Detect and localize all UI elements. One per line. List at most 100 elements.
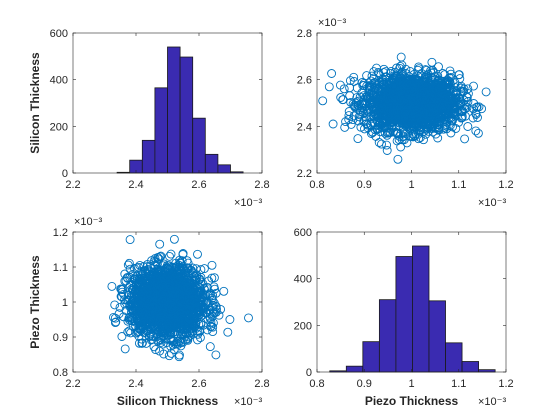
scatter-point (179, 295, 189, 305)
scatter-point (384, 81, 394, 90)
scatter-point (180, 277, 190, 287)
scatter-point (469, 81, 478, 91)
scatter-point (141, 268, 151, 278)
x-tick-label: 2.4 (128, 179, 143, 191)
x-tick-label: 0.9 (357, 179, 372, 191)
x-tick-label: 2.8 (254, 179, 269, 191)
scatter-point (192, 270, 202, 280)
scatter-point (142, 326, 152, 336)
x-tick-label: 2.6 (191, 378, 206, 390)
scatter-point (147, 331, 157, 341)
scatter-point (460, 134, 470, 144)
scatter-point (354, 112, 364, 122)
x-tick-label: 2.2 (65, 179, 80, 191)
scatter-point (173, 273, 183, 283)
scatter-point (185, 295, 195, 305)
scatter-point (371, 92, 381, 102)
x-tick-label: 0.9 (357, 378, 372, 390)
scatter-point (402, 138, 412, 148)
histogram-bar (461, 361, 479, 373)
x-axis-label: Piezo Thickness (365, 394, 459, 408)
scatter-point (190, 275, 200, 285)
y-axis-label: Piezo Thickness (28, 255, 42, 349)
scatter-point (370, 80, 380, 90)
scatter-point (205, 288, 215, 298)
scatter-point (401, 90, 410, 100)
scatter-point (137, 266, 147, 276)
scatter-point (137, 310, 146, 320)
scatter-point (456, 113, 466, 123)
scatter-point (163, 323, 173, 333)
scatter-point (444, 110, 453, 119)
scatter-point (463, 122, 473, 131)
scatter-point (145, 309, 155, 318)
scatter-points (318, 52, 491, 164)
scatter-point (473, 128, 483, 138)
histogram-bar (179, 56, 194, 174)
scatter-point (356, 122, 366, 132)
scatter-point (422, 120, 432, 129)
y-tick-label: 1.2 (53, 227, 68, 239)
scatter-point (453, 81, 463, 91)
scatter-point (444, 94, 454, 103)
scatter-point (383, 128, 393, 138)
x-tick-label: 1.1 (451, 179, 466, 191)
scatter-point (137, 338, 147, 348)
scatter-point (142, 262, 152, 272)
scatter-point (354, 116, 364, 126)
scatter-point (341, 117, 351, 127)
scatter-point (345, 91, 355, 101)
scatter-point (398, 119, 408, 129)
scatter-point (166, 249, 176, 259)
scatter-point (195, 283, 205, 293)
scatter-point (411, 97, 421, 107)
x-axis-exponent: ×10⁻³ (478, 197, 506, 209)
scatter-point (128, 304, 138, 314)
scatter-point (179, 272, 189, 282)
scatter-point (125, 235, 135, 245)
scatter-point (216, 304, 226, 314)
scatter-point (419, 90, 429, 100)
scatter-point (362, 71, 372, 81)
scatter-point (206, 317, 216, 327)
scatter-point (187, 265, 196, 275)
scatter-point (214, 310, 224, 320)
histogram-bar (217, 164, 231, 174)
scatter-point (434, 115, 444, 125)
scatter-point (165, 251, 174, 261)
x-tick-label: 2.6 (191, 179, 206, 191)
scatter-point (324, 82, 334, 92)
scatter-point (176, 341, 186, 351)
scatter-point (418, 104, 428, 114)
scatter-point (351, 98, 361, 108)
scatter-point (152, 324, 162, 334)
scatter-point (157, 304, 167, 314)
scatter-point (363, 107, 373, 117)
scatter-point (114, 309, 124, 319)
scatter-point (441, 121, 451, 131)
scatter-point (142, 278, 152, 287)
y-tick-label: 600 (294, 227, 312, 239)
scatter-point (180, 300, 190, 310)
scatter-point (134, 338, 144, 348)
scatter-point (192, 273, 202, 283)
scatter-point (426, 94, 436, 104)
scatter-point (318, 96, 328, 106)
scatter-point (208, 327, 218, 337)
scatter-point (440, 91, 450, 101)
scatter-point (207, 302, 217, 312)
scatter-point (164, 280, 174, 289)
scatter-point (349, 72, 359, 82)
scatter-point (389, 101, 399, 110)
scatter-point (185, 328, 195, 338)
scatter-point (162, 325, 172, 335)
scatter-point (205, 342, 215, 352)
scatter-point (408, 99, 418, 109)
scatter-point (415, 85, 425, 95)
scatter-point (211, 301, 221, 311)
scatter-point (124, 315, 134, 325)
scatter-point (212, 304, 222, 314)
scatter-point (162, 338, 172, 348)
scatter-point (147, 256, 157, 266)
scatter-point (134, 323, 144, 333)
